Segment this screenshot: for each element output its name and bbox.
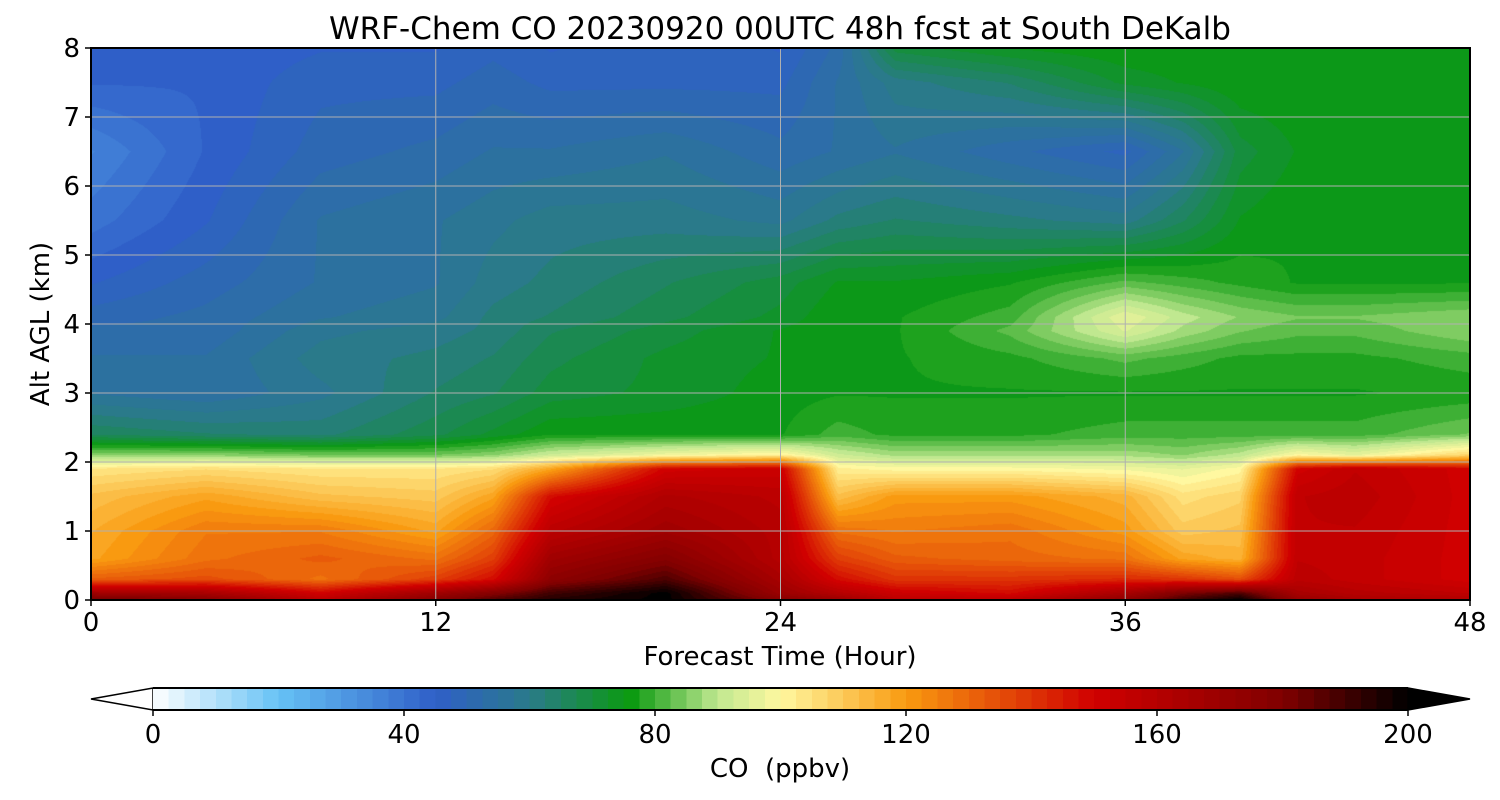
colorbar-max-extension: [1407, 687, 1471, 711]
x-tick-label: 12: [419, 608, 452, 638]
colorbar-tick-label: 200: [1383, 720, 1433, 750]
y-tick-label: 7: [63, 103, 80, 133]
colorbar-min-extension: [90, 687, 154, 711]
colorbar: 0 40 80 120 160 200: [90, 687, 1471, 750]
y-tick-label: 0: [63, 586, 80, 616]
y-tick-label: 1: [63, 517, 80, 547]
y-axis-label: Alt AGL (km): [26, 242, 56, 406]
y-tick-label: 3: [63, 379, 80, 409]
x-tick-label: 0: [83, 608, 100, 638]
y-tick-label: 4: [63, 310, 80, 340]
y-tick-label: 6: [63, 172, 80, 202]
colorbar-tick-label: 0: [145, 720, 162, 750]
x-axis-label: Forecast Time (Hour): [643, 642, 916, 672]
colorbar-tick-label: 40: [387, 720, 420, 750]
colorbar-ticks: 0 40 80 120 160 200: [145, 710, 1433, 750]
x-tick-label: 24: [764, 608, 797, 638]
y-tick-label: 2: [63, 448, 80, 478]
colorbar-scale: [153, 688, 1408, 710]
x-axis: 0 12 24 36 48: [83, 600, 1487, 638]
chart-title: WRF-Chem CO 20230920 00UTC 48h fcst at S…: [329, 11, 1231, 47]
y-tick-label: 5: [63, 241, 80, 271]
y-axis: 0 1 2 3 4 5 6 7 8: [63, 34, 91, 616]
y-tick-label: 8: [63, 34, 80, 64]
colorbar-tick-label: 120: [881, 720, 931, 750]
plot-area: [90, 47, 1471, 601]
colorbar-tick-label: 80: [638, 720, 671, 750]
x-tick-label: 36: [1109, 608, 1142, 638]
colorbar-label: CO (ppbv): [710, 754, 850, 784]
colorbar-tick-label: 160: [1132, 720, 1182, 750]
x-tick-label: 48: [1453, 608, 1486, 638]
